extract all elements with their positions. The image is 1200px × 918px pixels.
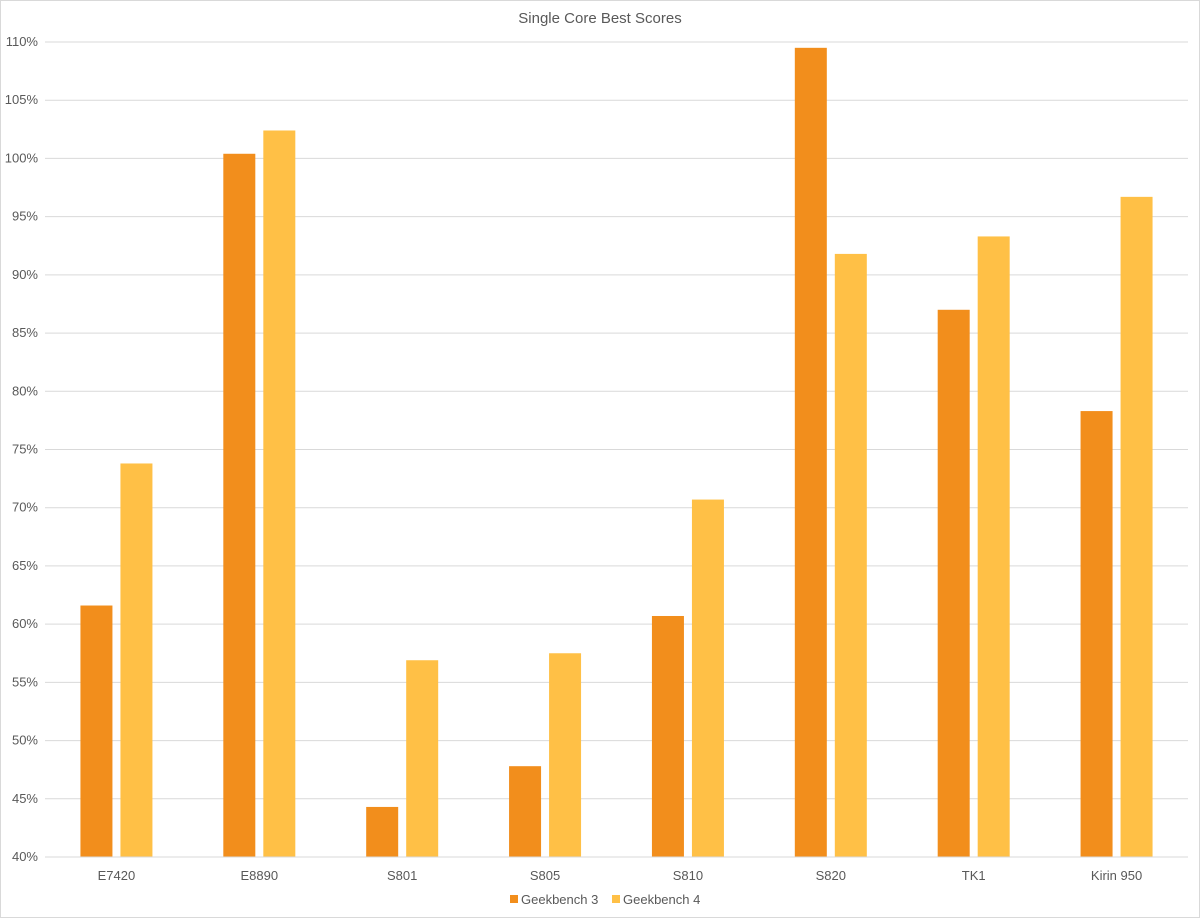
y-tick-label: 80% xyxy=(12,383,38,398)
legend-label: Geekbench 3 xyxy=(521,892,598,907)
x-tick-label: E8890 xyxy=(241,868,279,883)
y-tick-label: 60% xyxy=(12,616,38,631)
bar-geekbench-3 xyxy=(651,615,684,857)
bar-geekbench-4 xyxy=(263,130,296,857)
x-tick-label: S820 xyxy=(816,868,846,883)
x-tick-label: S810 xyxy=(673,868,703,883)
chart-title: Single Core Best Scores xyxy=(518,10,681,27)
gridlines xyxy=(45,41,1188,800)
x-tick-label: E7420 xyxy=(98,868,136,883)
bar-geekbench-3 xyxy=(937,309,970,857)
y-tick-label: 95% xyxy=(12,209,38,224)
y-tick-label: 85% xyxy=(12,325,38,340)
y-axis-tick-labels: 40% 45% 50% 55% 60% 65% 70% 75% 80% 85% 90% 95% 100%… xyxy=(5,34,39,864)
legend-label: Geekbench 4 xyxy=(623,892,700,907)
bar-geekbench-3 xyxy=(366,806,399,857)
y-tick-label: 45% xyxy=(12,791,38,806)
bar-geekbench-4 xyxy=(406,660,439,857)
y-tick-label: 70% xyxy=(12,500,38,515)
y-tick-label: 90% xyxy=(12,267,38,282)
y-tick-label: 105% xyxy=(5,92,39,107)
bar-geekbench-4 xyxy=(834,253,867,857)
x-tick-label: S805 xyxy=(530,868,560,883)
bar-geekbench-4 xyxy=(691,499,724,857)
bars xyxy=(80,47,1153,858)
y-tick-label: 110% xyxy=(6,34,39,49)
y-tick-label: 40% xyxy=(12,849,38,864)
bar-geekbench-3 xyxy=(80,605,113,857)
bar-geekbench-3 xyxy=(223,153,256,857)
y-tick-label: 100% xyxy=(5,150,39,165)
bar-geekbench-4 xyxy=(120,463,153,857)
y-tick-label: 75% xyxy=(12,442,38,457)
legend: Geekbench 3 Geekbench 4 xyxy=(510,892,700,907)
y-tick-label: 55% xyxy=(12,674,38,689)
legend-swatch xyxy=(510,895,518,903)
bar-geekbench-4 xyxy=(1120,196,1153,858)
x-tick-label: S801 xyxy=(387,868,417,883)
bar-geekbench-4 xyxy=(977,236,1010,857)
bar-geekbench-3 xyxy=(1080,411,1113,857)
x-tick-label: Kirin 950 xyxy=(1091,868,1142,883)
x-axis-tick-labels: E7420 E8890 S801 S805 S810 S820 TK1 Kirin 950 xyxy=(98,868,1143,883)
y-tick-label: 50% xyxy=(12,733,38,748)
legend-swatch xyxy=(612,895,620,903)
y-tick-label: 65% xyxy=(12,558,38,573)
bar-geekbench-3 xyxy=(794,47,827,858)
bar-geekbench-4 xyxy=(549,653,582,857)
bar-geekbench-3 xyxy=(509,766,542,857)
x-tick-label: TK1 xyxy=(962,868,986,883)
